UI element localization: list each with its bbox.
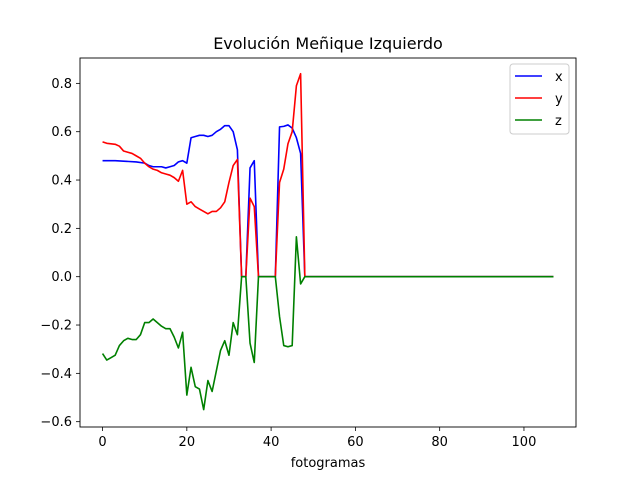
series-line-z [101, 236, 554, 411]
y-tick-label: 0.2 [51, 222, 72, 237]
ticks-layer: 0 20 40 60 80 100 −0.6 −0.4 −0.2 0.0 0.2 0.4 0.6 0.8 [40, 77, 536, 450]
axes-frame [79, 57, 577, 428]
x-axis-label: fotogramas [291, 456, 366, 471]
y-tick-label: −0.6 [40, 415, 72, 430]
legend: xyz [509, 63, 570, 135]
y-tick-label: 0.8 [51, 77, 72, 92]
y-tick-label: −0.4 [40, 367, 72, 382]
x-tick-label: 100 [512, 435, 537, 450]
legend-label-x: x [555, 70, 563, 85]
plot-area [79, 57, 577, 428]
legend-label-z: z [555, 114, 562, 129]
x-tick-label: 40 [263, 435, 280, 450]
series-layer [101, 72, 554, 411]
x-tick-label: 20 [179, 435, 196, 450]
y-tick-label: −0.2 [40, 319, 72, 334]
x-tick-label: 0 [98, 435, 106, 450]
x-tick-label: 80 [431, 435, 448, 450]
legend-box [509, 63, 570, 135]
series-line-x [102, 124, 554, 278]
legend-label-y: y [555, 92, 563, 107]
y-tick-label: 0.6 [51, 125, 72, 140]
series-line-y [102, 72, 554, 278]
y-tick-label: 0.4 [51, 174, 72, 189]
chart-title: Evolución Meñique Izquierdo [213, 34, 443, 53]
y-tick-label: 0.0 [51, 270, 72, 285]
x-tick-label: 60 [347, 435, 364, 450]
